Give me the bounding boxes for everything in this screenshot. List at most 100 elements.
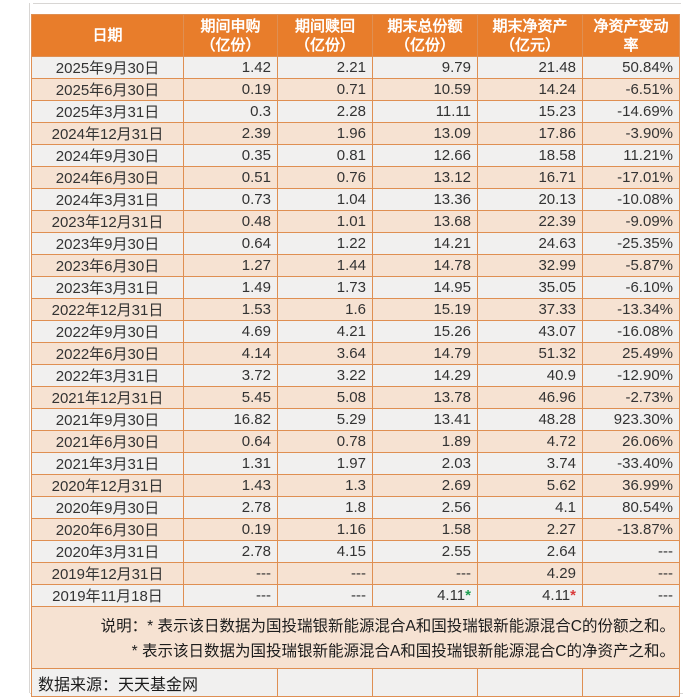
table-row: 2021年12月31日 5.45 5.08 13.78 46.96 -2.73% (31, 386, 680, 409)
column-header: 净资产变动率 (582, 14, 680, 57)
table-row: 2019年11月18日 --- --- 4.11* 4.11* --- (31, 584, 680, 607)
value-cell: 2.56 (372, 496, 478, 519)
value-cell: 3.74 (477, 452, 583, 475)
value-cell: -16.08% (582, 320, 680, 343)
value-cell: 14.95 (372, 276, 478, 299)
value-cell: 46.96 (477, 386, 583, 409)
value-cell: 36.99% (582, 474, 680, 497)
table-row: 2022年12月31日 1.53 1.6 15.19 37.33 -13.34% (31, 298, 680, 321)
value-cell: 2.27 (477, 518, 583, 541)
value-cell: 14.78 (372, 254, 478, 277)
value-cell: 1.16 (277, 518, 373, 541)
value-cell: 5.62 (477, 474, 583, 497)
value-cell: 2.64 (477, 540, 583, 563)
value-cell: --- (183, 562, 278, 585)
value-cell: 0.71 (277, 78, 373, 101)
value-cell: 12.66 (372, 144, 478, 167)
table-row: 2022年9月30日 4.69 4.21 15.26 43.07 -16.08% (31, 320, 680, 343)
value-cell: --- (582, 562, 680, 585)
value-cell: 15.19 (372, 298, 478, 321)
value-cell: 923.30% (582, 408, 680, 431)
date-cell: 2025年9月30日 (31, 56, 184, 79)
value-cell: 17.86 (477, 122, 583, 145)
date-cell: 2020年9月30日 (31, 496, 184, 519)
date-cell: 2020年12月31日 (31, 474, 184, 497)
value-cell: 4.21 (277, 320, 373, 343)
value-cell: -17.01% (582, 166, 680, 189)
value-cell: 1.3 (277, 474, 373, 497)
value-cell: 0.73 (183, 188, 278, 211)
value-cell: 15.23 (477, 100, 583, 123)
value-cell: 1.89 (372, 430, 478, 453)
data-source-label: 数据来源：天天基金网 (31, 668, 278, 697)
value-cell: 14.24 (477, 78, 583, 101)
value-cell: 24.63 (477, 232, 583, 255)
value-cell: -10.08% (582, 188, 680, 211)
value-cell: 3.22 (277, 364, 373, 387)
empty-cell (372, 668, 478, 697)
value-cell: --- (277, 584, 373, 607)
value-cell: 1.44 (277, 254, 373, 277)
table-row: 2023年6月30日 1.27 1.44 14.78 32.99 -5.87% (31, 254, 680, 277)
date-cell: 2024年6月30日 (31, 166, 184, 189)
value-cell: 1.73 (277, 276, 373, 299)
value-cell: 1.43 (183, 474, 278, 497)
header-row: 日期 期间申购 （亿份） 期间赎回 （亿份） 期末总份额 （亿份） 期末净资产 （亿元） 净资产变… (31, 14, 680, 57)
value-cell: 5.45 (183, 386, 278, 409)
table-row: 2020年12月31日 1.43 1.3 2.69 5.62 36.99% (31, 474, 680, 497)
date-cell: 2024年12月31日 (31, 122, 184, 145)
value-cell: 11.11 (372, 100, 478, 123)
table-row: 2019年12月31日 --- --- --- 4.29 --- (31, 562, 680, 585)
table-row: 2024年12月31日 2.39 1.96 13.09 17.86 -3.90% (31, 122, 680, 145)
column-header: 日期 (31, 14, 184, 57)
value-cell: -3.90% (582, 122, 680, 145)
value-cell: 4.11* (477, 584, 583, 607)
date-cell: 2023年6月30日 (31, 254, 184, 277)
value-cell: -2.73% (582, 386, 680, 409)
date-cell: 2022年3月31日 (31, 364, 184, 387)
empty-cell (582, 668, 680, 697)
value-cell: 1.53 (183, 298, 278, 321)
value-cell: 1.27 (183, 254, 278, 277)
column-header: 期末净资产 （亿元） (477, 14, 583, 57)
fund-share-table: 日期 期间申购 （亿份） 期间赎回 （亿份） 期末总份额 （亿份） 期末净资产 （亿元） 净资产变… (31, 14, 680, 697)
table-row: 2024年9月30日 0.35 0.81 12.66 18.58 11.21% (31, 144, 680, 167)
table-row: 2025年6月30日 0.19 0.71 10.59 14.24 -6.51% (31, 78, 680, 101)
table-row: 2023年12月31日 0.48 1.01 13.68 22.39 -9.09% (31, 210, 680, 233)
value-cell: 14.29 (372, 364, 478, 387)
value-cell: 0.81 (277, 144, 373, 167)
value-cell: 2.78 (183, 540, 278, 563)
value-cell: 13.41 (372, 408, 478, 431)
value-cell: 40.9 (477, 364, 583, 387)
value-cell: 2.39 (183, 122, 278, 145)
value-cell: 4.14 (183, 342, 278, 365)
table-row: 2024年3月31日 0.73 1.04 13.36 20.13 -10.08% (31, 188, 680, 211)
value-cell: 4.11* (372, 584, 478, 607)
value-cell: 0.3 (183, 100, 278, 123)
date-cell: 2021年3月31日 (31, 452, 184, 475)
value-cell: 0.78 (277, 430, 373, 453)
value-cell: 35.05 (477, 276, 583, 299)
table-row: 2023年9月30日 0.64 1.22 14.21 24.63 -25.35% (31, 232, 680, 255)
note-line-1: 说明：* 表示该日数据为国投瑞银新能源混合A和国投瑞银新能源混合C的份额之和。 (100, 618, 675, 635)
value-cell: 0.19 (183, 518, 278, 541)
value-cell: 5.29 (277, 408, 373, 431)
value-cell: 26.06% (582, 430, 680, 453)
table-row: 2022年6月30日 4.14 3.64 14.79 51.32 25.49% (31, 342, 680, 365)
date-cell: 2022年12月31日 (31, 298, 184, 321)
value-cell: 11.21% (582, 144, 680, 167)
column-header: 期间申购 （亿份） (183, 14, 278, 57)
value-cell: -5.87% (582, 254, 680, 277)
value-cell: -25.35% (582, 232, 680, 255)
table-row: 2020年9月30日 2.78 1.8 2.56 4.1 80.54% (31, 496, 680, 519)
value-cell: 32.99 (477, 254, 583, 277)
table-row: 2021年9月30日 16.82 5.29 13.41 48.28 923.30% (31, 408, 680, 431)
value-cell: 0.48 (183, 210, 278, 233)
value-cell: 0.64 (183, 232, 278, 255)
value-cell: 2.78 (183, 496, 278, 519)
date-cell: 2025年6月30日 (31, 78, 184, 101)
value-cell: -9.09% (582, 210, 680, 233)
value-cell: 0.64 (183, 430, 278, 453)
value-cell: 1.58 (372, 518, 478, 541)
note-line-2: * 表示该日数据为国投瑞银新能源混合A和国投瑞银新能源混合C的净资产之和。 (131, 643, 675, 660)
